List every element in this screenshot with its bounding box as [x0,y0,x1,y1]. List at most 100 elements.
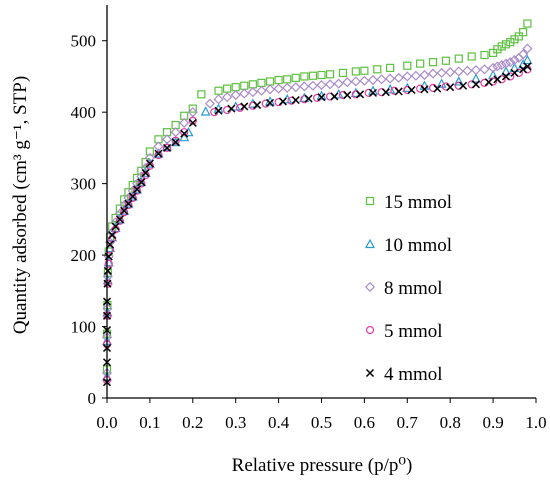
data-point [459,81,468,90]
data-point [162,143,172,153]
data-point [410,70,421,81]
data-point [462,65,473,76]
data-point [132,185,142,194]
data-point [204,98,216,109]
chart-marks [101,19,533,387]
data-point [518,49,529,60]
data-point [248,80,257,89]
data-point [273,83,284,94]
x-tick-label: 0.4 [268,413,290,432]
tick-labels: 0.0 0.1 0.2 0.3 0.4 0.5 0.6 0.7 0.8 0.9 1.0 0 100 200… [71,32,547,432]
data-point [506,38,515,47]
data-point [342,77,353,88]
data-point [265,77,275,86]
data-point [471,80,480,89]
data-point [316,79,327,91]
data-point [278,97,287,106]
data-point [141,170,150,180]
data-point [115,216,124,225]
data-point [153,141,164,152]
data-point [493,75,502,84]
data-point [247,87,258,98]
data-point [124,188,133,197]
legend-marker [365,238,375,249]
x-tick-label: 0.2 [182,413,203,432]
data-point [103,279,112,288]
legend-label: 15 mmol [384,192,452,213]
legend-marker [365,325,375,335]
data-point [453,66,464,77]
data-point [170,127,181,138]
data-point [470,64,481,76]
data-point [484,78,493,87]
data-point [214,106,223,115]
data-point [522,43,533,54]
data-point [145,161,154,170]
y-tick-label: 300 [71,175,97,194]
data-point [356,90,365,99]
data-point [179,131,190,142]
data-point [290,82,301,93]
series-15-mmol [102,19,532,374]
data-point [163,143,172,152]
data-point [145,159,154,168]
data-point [446,83,455,92]
data-point [162,134,173,145]
data-point [253,101,262,110]
data-point [343,91,352,100]
data-point [317,93,326,102]
data-point [108,231,117,240]
data-point [132,186,142,195]
data-point [171,138,180,147]
data-point [350,76,361,87]
data-point [523,19,532,28]
data-point [428,58,438,67]
data-point [240,81,249,90]
data-point [500,66,511,76]
legend-label: 4 mmol [384,364,443,385]
data-point [385,73,396,84]
series-4-mmol [102,62,532,387]
data-point [120,206,129,215]
data-point [509,62,520,72]
x-tick-label: 0.0 [96,413,117,432]
x-tick-label: 1.0 [525,413,546,432]
data-point [227,104,236,113]
data-point [222,92,233,103]
data-point [325,70,335,79]
data-point [230,89,241,101]
x-tick-label: 0.9 [482,413,503,432]
legend-marker [364,281,376,293]
data-point [153,148,164,158]
data-point [514,32,523,41]
data-point [137,179,146,188]
data-point [509,54,520,66]
data-point [330,92,339,101]
y-tick-label: 400 [71,103,97,122]
data-point [523,62,532,71]
data-point [105,242,116,253]
data-point [394,87,403,96]
data-point [419,69,430,81]
data-point [307,80,318,91]
data-point [299,81,310,92]
legend: 15 mmol 10 mmol 8 mmol 5 mmol 4 mmol [364,192,452,385]
legend-marker [365,368,375,378]
data-point [376,74,387,85]
data-point [500,58,512,69]
data-point [304,94,313,103]
data-point [154,150,163,160]
data-point [368,88,378,97]
data-point [470,73,481,83]
series-8-mmol [101,43,533,379]
data-point [300,72,309,81]
y-tick-label: 100 [71,318,97,337]
data-point [257,78,266,87]
data-point [492,61,503,72]
data-point [402,71,413,82]
series-5-mmol [102,65,532,385]
x-tick-label: 0.8 [440,413,461,432]
y-axis-label: Quantity adsorbed (cm³ g⁻¹, STP) [10,76,31,334]
data-point [188,116,197,125]
